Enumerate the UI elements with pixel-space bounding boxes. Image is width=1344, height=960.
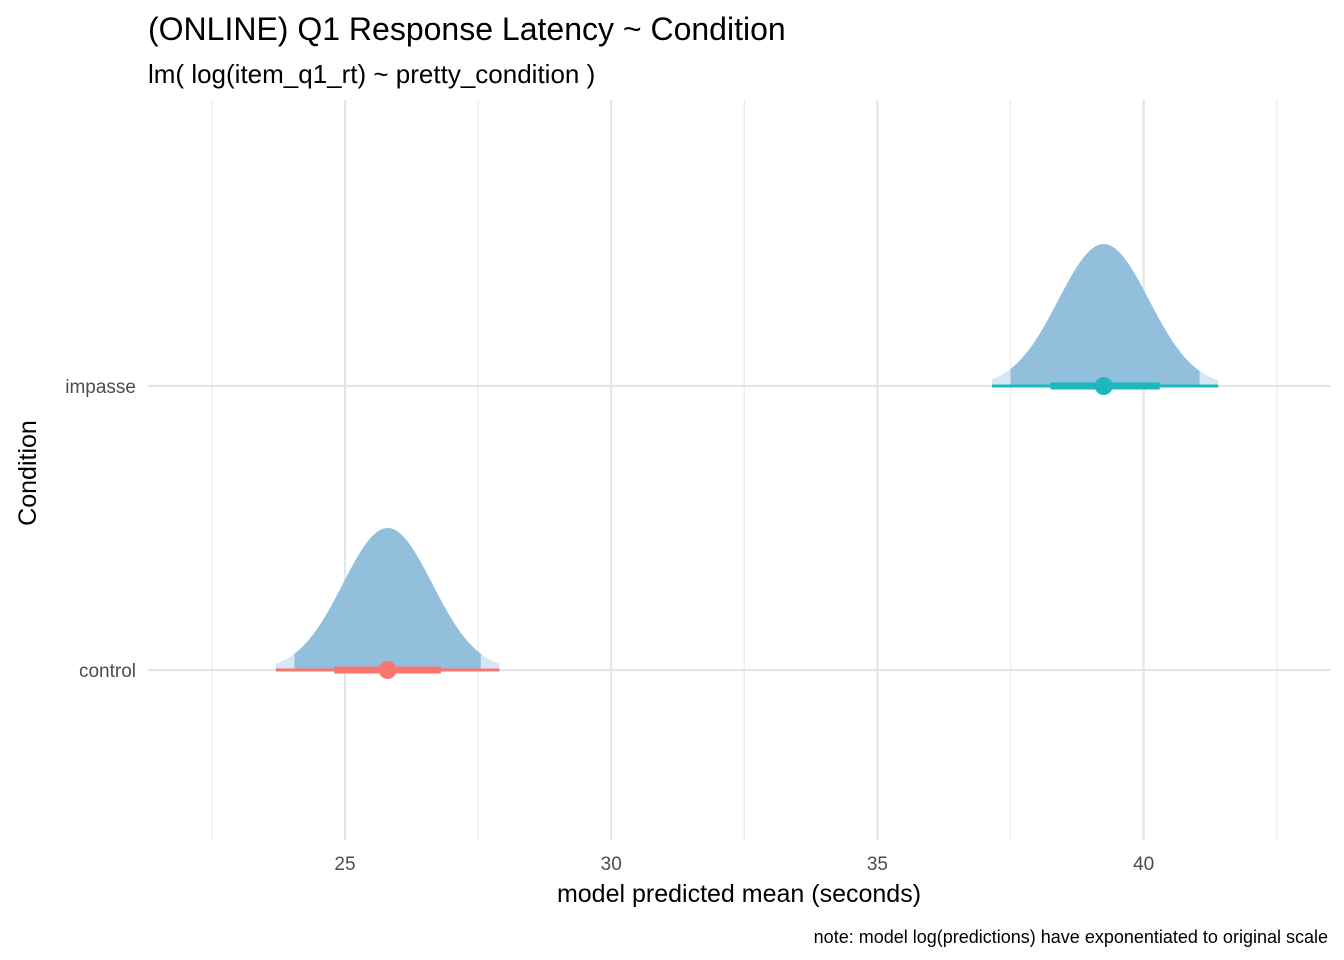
interval-layer <box>275 377 1219 679</box>
density-inner-control <box>294 528 481 670</box>
y-tick-label: impasse <box>65 377 136 398</box>
density-layer <box>275 244 1219 670</box>
grid <box>148 100 1330 840</box>
x-tick-label: 25 <box>334 854 355 875</box>
x-axis-title: model predicted mean (seconds) <box>557 880 921 908</box>
point-estimate-impasse <box>1094 377 1113 395</box>
x-tick-label: 40 <box>1133 854 1154 875</box>
x-tick-label: 30 <box>601 854 622 875</box>
chart-title: (ONLINE) Q1 Response Latency ~ Condition <box>148 11 786 47</box>
x-tick-label: 35 <box>867 854 888 875</box>
density-inner-impasse <box>1010 244 1200 386</box>
chart-subtitle: lm( log(item_q1_rt) ~ pretty_condition ) <box>148 59 595 89</box>
tick-layer: 25 30 35 40 control impasse <box>65 377 1154 875</box>
chart-caption: note: model log(predictions) have expone… <box>814 927 1328 947</box>
y-axis-title: Condition <box>14 420 42 526</box>
point-estimate-control <box>378 661 397 679</box>
y-tick-label: control <box>79 661 136 682</box>
